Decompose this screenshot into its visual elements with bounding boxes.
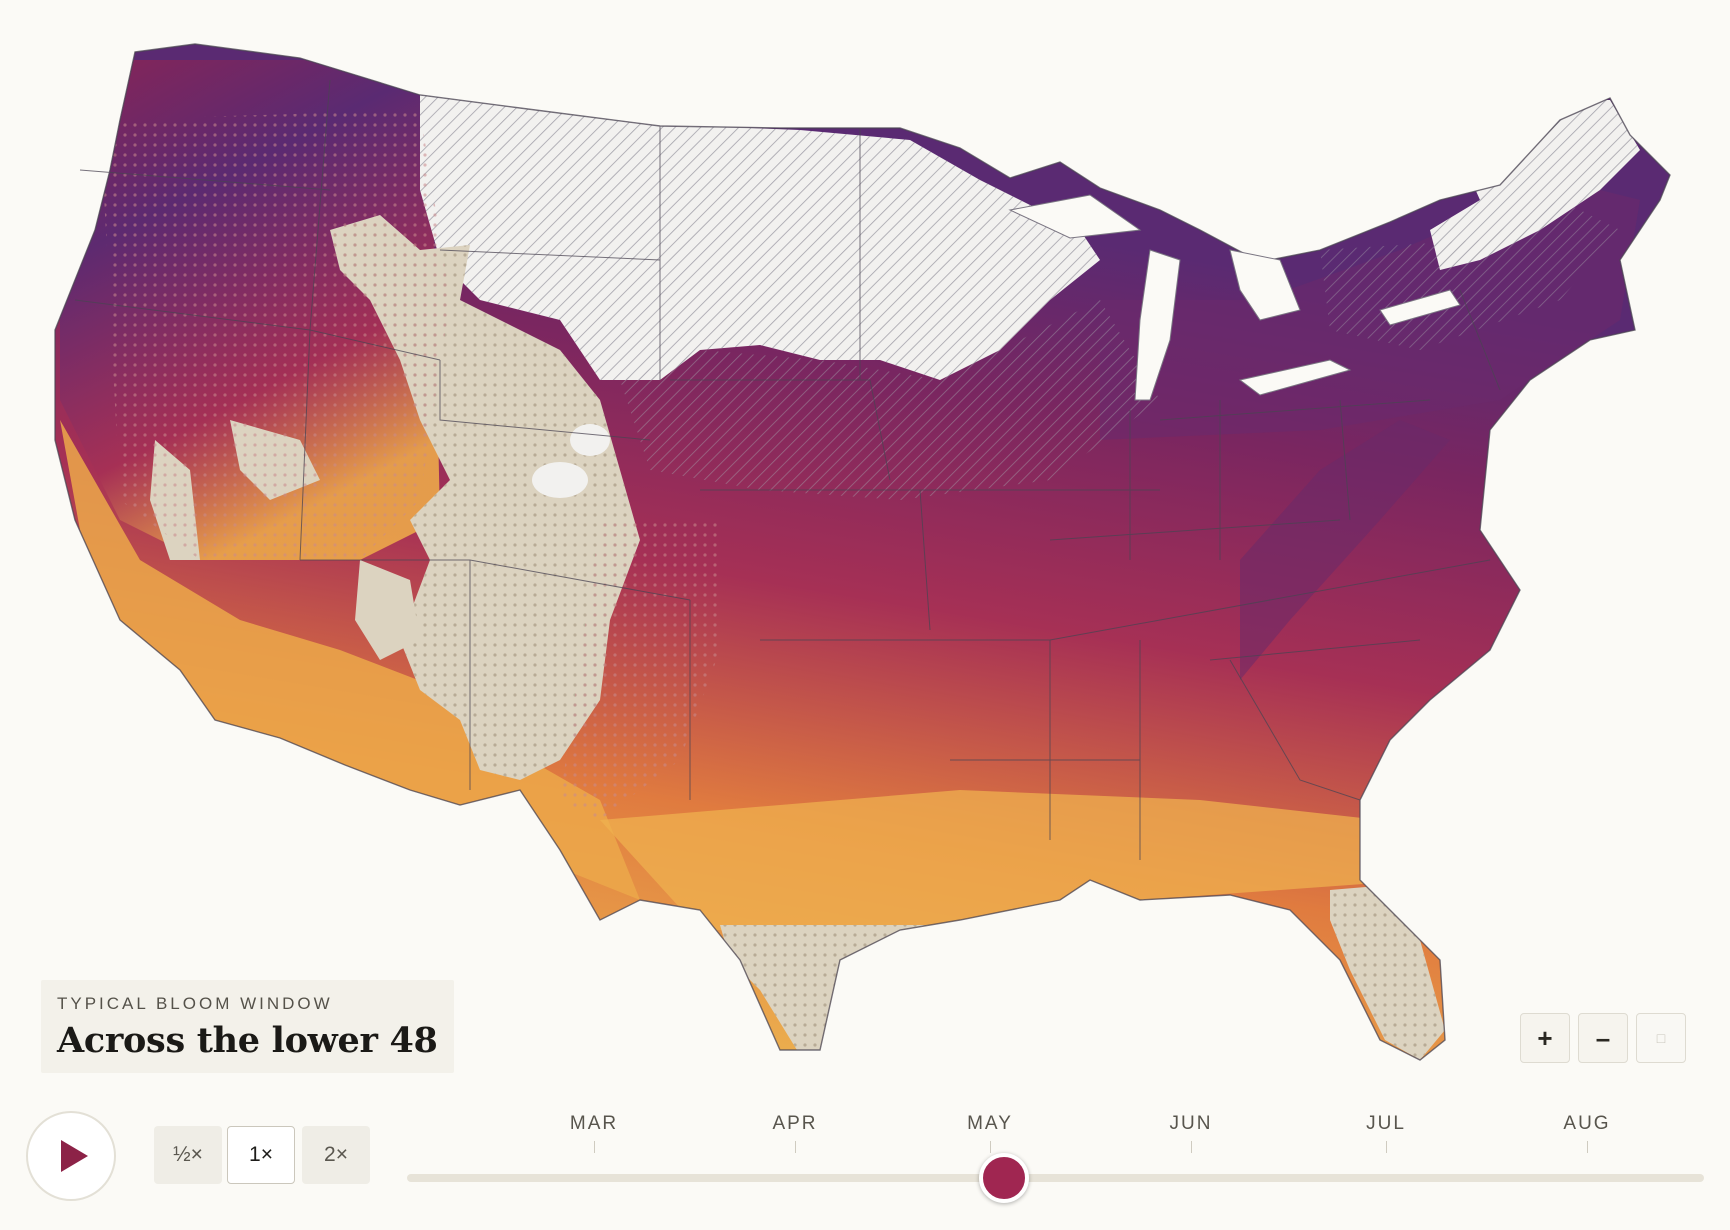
month-tick bbox=[1587, 1141, 1588, 1153]
play-icon bbox=[60, 1140, 88, 1172]
month-tick bbox=[1191, 1141, 1192, 1153]
us-map-svg bbox=[54, 43, 1671, 1061]
play-button[interactable] bbox=[26, 1111, 116, 1201]
month-label-aug: AUG bbox=[1563, 1113, 1611, 1134]
timeline-slider-thumb[interactable] bbox=[978, 1153, 1029, 1203]
month-label-may: MAY bbox=[967, 1113, 1013, 1134]
state-borders bbox=[54, 43, 1671, 1061]
month-label-jul: JUL bbox=[1366, 1113, 1406, 1134]
bloom-color-layer bbox=[55, 44, 1670, 1060]
title-card: TYPICAL BLOOM WINDOW Across the lower 48 bbox=[41, 980, 454, 1073]
zoom-reset-button[interactable]: □ bbox=[1636, 1013, 1686, 1063]
zoom-out-button[interactable]: – bbox=[1578, 1013, 1628, 1063]
month-tick bbox=[1386, 1141, 1387, 1153]
month-tick bbox=[795, 1141, 796, 1153]
speed-half-button[interactable]: ½× bbox=[154, 1126, 222, 1184]
month-tick bbox=[990, 1141, 991, 1153]
speed-2x-button[interactable]: 2× bbox=[302, 1126, 370, 1184]
zoom-in-button[interactable]: + bbox=[1520, 1013, 1570, 1063]
speed-1x-button[interactable]: 1× bbox=[227, 1126, 295, 1184]
bloom-map[interactable] bbox=[0, 0, 1730, 1090]
month-label-jun: JUN bbox=[1169, 1113, 1213, 1134]
map-headline: Across the lower 48 bbox=[57, 1020, 438, 1061]
map-eyebrow: TYPICAL BLOOM WINDOW bbox=[57, 994, 333, 1013]
great-lakes bbox=[1008, 194, 1461, 401]
month-tick bbox=[594, 1141, 595, 1153]
month-label-apr: APR bbox=[772, 1113, 818, 1134]
month-label-mar: MAR bbox=[569, 1113, 619, 1134]
timeline-track[interactable] bbox=[407, 1174, 1704, 1182]
